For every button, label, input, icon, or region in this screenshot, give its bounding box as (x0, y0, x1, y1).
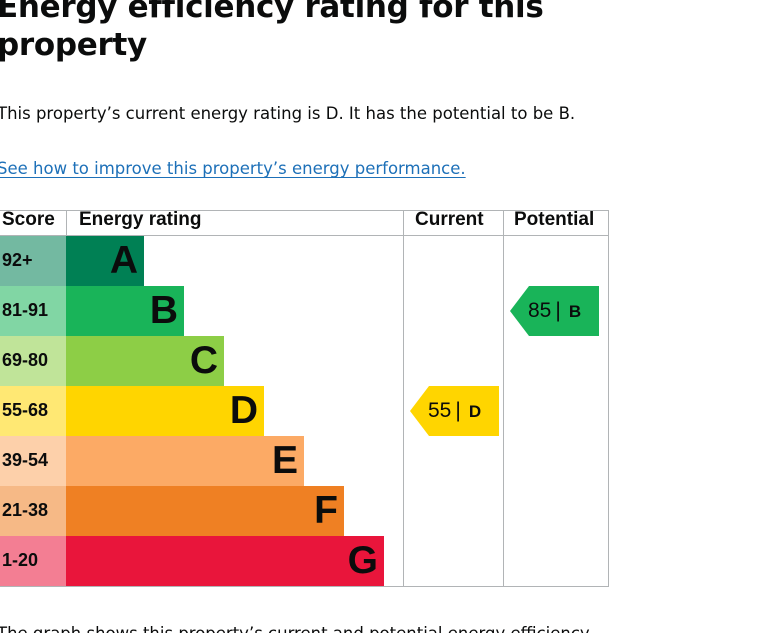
band-letter-d: D (229, 389, 258, 432)
score-cell-e: 39-54 (0, 436, 66, 486)
band-letter-c: C (189, 339, 218, 382)
chart-caption: The graph shows this property’s current … (0, 622, 593, 633)
band-b: B (66, 286, 184, 336)
current-rating-value: 55 (428, 399, 452, 422)
band-e: E (66, 436, 304, 486)
potential-rating-value: 85 (528, 299, 552, 322)
score-cell-a: 92+ (0, 236, 66, 286)
potential-arrow-shape (510, 286, 599, 336)
score-cell-b: 81-91 (0, 286, 66, 336)
score-cell-c: 69-80 (0, 336, 66, 386)
band-g: G (66, 536, 384, 586)
band-letter-b: B (149, 289, 178, 332)
current-rating-letter: D (468, 402, 482, 421)
band-letter-f: F (314, 489, 338, 532)
epc-chart: Score Energy rating Current Potential 92… (0, 209, 609, 587)
rating-summary: This property’s current energy rating is… (0, 104, 576, 123)
band-a: A (66, 236, 144, 286)
potential-rating-label: 85 | B (528, 286, 581, 337)
score-cell-d: 55-68 (0, 386, 66, 436)
header-energy-rating: Energy rating (79, 209, 202, 230)
page-title: Energy efficiency rating for this proper… (0, 0, 544, 63)
band-letter-e: E (271, 439, 298, 482)
band-f: F (66, 486, 344, 536)
column-divider-rating (403, 210, 404, 586)
header-divider (0, 235, 609, 236)
current-arrow-shape (410, 386, 499, 436)
band-d: D (66, 386, 264, 436)
current-rating-separator: | (455, 399, 461, 422)
score-cell-g: 1-20 (0, 536, 66, 586)
header-current: Current (415, 209, 484, 230)
band-letter-a: A (109, 239, 138, 282)
chart-frame (0, 210, 609, 587)
potential-rating-separator: | (555, 299, 561, 322)
column-divider-current (503, 210, 504, 586)
header-score: Score (2, 209, 55, 230)
score-cell-f: 21-38 (0, 486, 66, 536)
band-c: C (66, 336, 224, 386)
header-potential: Potential (514, 209, 595, 230)
improve-energy-link[interactable]: See how to improve this property’s energ… (0, 159, 466, 178)
current-rating-label: 55 | D (428, 386, 481, 437)
band-letter-g: G (347, 539, 378, 582)
potential-rating-letter: B (568, 302, 582, 321)
